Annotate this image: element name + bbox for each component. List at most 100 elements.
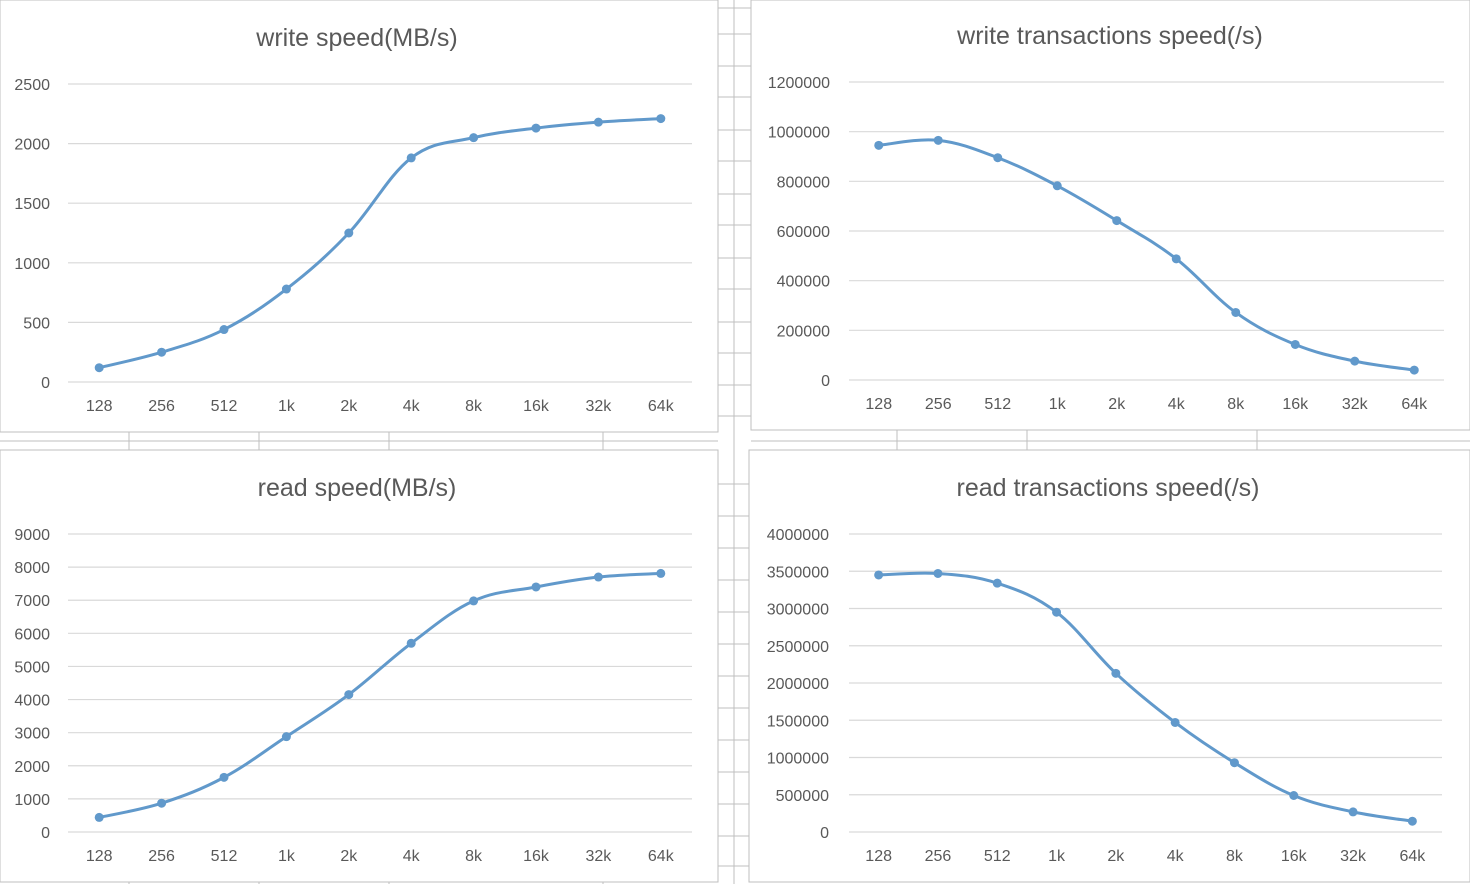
data-point[interactable] — [344, 228, 354, 238]
x-tick-label: 64k — [1401, 396, 1428, 413]
data-point[interactable] — [1350, 356, 1360, 366]
y-tick-label: 4000 — [14, 693, 50, 710]
data-point[interactable] — [1409, 365, 1419, 375]
data-point[interactable] — [219, 772, 229, 782]
x-tick-label: 8k — [1226, 848, 1244, 865]
x-tick-label: 256 — [925, 848, 952, 865]
data-point[interactable] — [531, 582, 541, 592]
y-tick-label: 2000000 — [767, 676, 829, 693]
x-tick-label: 16k — [523, 848, 550, 865]
data-point[interactable] — [344, 690, 354, 700]
series-line — [98, 571, 661, 819]
y-tick-label: 5000 — [14, 659, 50, 676]
x-tick-label: 8k — [1227, 396, 1245, 413]
chart-write-speed[interactable]: write speed(MB/s) 0 500 1000 1500 2000 2500 12… — [0, 0, 719, 433]
series-line — [878, 571, 1413, 823]
x-tick-label: 8k — [465, 848, 483, 865]
y-tick-label: 4000000 — [767, 527, 829, 544]
data-point[interactable] — [1171, 254, 1181, 264]
x-tick-label: 2k — [340, 848, 358, 865]
x-tick-label: 128 — [865, 848, 892, 865]
data-point[interactable] — [1111, 668, 1121, 678]
data-point[interactable] — [469, 596, 479, 606]
data-point[interactable] — [1231, 307, 1241, 317]
y-tick-label: 0 — [820, 825, 829, 842]
x-tick-label: 64k — [648, 398, 675, 415]
x-tick-label: 2k — [340, 398, 358, 415]
data-point[interactable] — [1229, 758, 1239, 768]
x-tick-label: 32k — [586, 848, 613, 865]
x-tick-label: 512 — [984, 848, 1011, 865]
x-tick-label: 4k — [1167, 848, 1185, 865]
data-point[interactable] — [1170, 717, 1180, 727]
data-point[interactable] — [219, 325, 229, 335]
data-point[interactable] — [1052, 181, 1062, 191]
data-point[interactable] — [993, 153, 1003, 163]
x-tick-label: 16k — [1281, 848, 1308, 865]
data-point[interactable] — [469, 133, 479, 143]
x-tick-label: 64k — [1399, 848, 1426, 865]
chart-write-transactions-speed[interactable]: write transactions speed(/s) 0 200000 4000… — [750, 0, 1470, 431]
x-tick-label: 128 — [86, 848, 113, 865]
y-tick-label: 1000000 — [768, 125, 830, 142]
data-point[interactable] — [874, 570, 884, 580]
data-point[interactable] — [593, 572, 603, 582]
data-point[interactable] — [1290, 339, 1300, 349]
y-tick-label: 0 — [41, 375, 50, 392]
chart-title: write speed(MB/s) — [255, 24, 457, 52]
data-point[interactable] — [1289, 790, 1299, 800]
x-tick-label: 4k — [1168, 396, 1186, 413]
chart-title: write transactions speed(/s) — [956, 22, 1263, 50]
data-point[interactable] — [157, 798, 167, 808]
data-point[interactable] — [406, 153, 416, 163]
data-point[interactable] — [656, 114, 666, 124]
data-point[interactable] — [933, 568, 943, 578]
data-point[interactable] — [531, 123, 541, 133]
y-tick-label: 400000 — [777, 274, 830, 291]
y-tick-label: 2000 — [14, 759, 50, 776]
y-tick-label: 1500 — [14, 196, 50, 213]
x-tick-label: 128 — [86, 398, 113, 415]
y-tick-label: 6000 — [14, 626, 50, 643]
data-point[interactable] — [281, 732, 291, 742]
chart-title: read transactions speed(/s) — [957, 474, 1260, 502]
y-tick-label: 500 — [23, 315, 50, 332]
y-tick-label: 0 — [41, 825, 50, 842]
chart-area — [0, 0, 719, 433]
x-tick-label: 32k — [1340, 848, 1367, 865]
series-line — [98, 117, 661, 370]
x-tick-label: 16k — [523, 398, 550, 415]
data-point[interactable] — [94, 812, 104, 822]
y-tick-label: 9000 — [14, 527, 50, 544]
y-tick-label: 1200000 — [768, 75, 830, 92]
data-point[interactable] — [1052, 607, 1062, 617]
x-tick-label: 8k — [465, 398, 483, 415]
data-point[interactable] — [281, 284, 291, 294]
data-point[interactable] — [933, 135, 943, 145]
y-tick-label: 500000 — [776, 788, 829, 805]
data-point[interactable] — [157, 347, 167, 357]
y-tick-label: 1500000 — [767, 713, 829, 730]
data-point[interactable] — [656, 568, 666, 578]
data-point[interactable] — [406, 638, 416, 648]
data-point[interactable] — [1348, 807, 1358, 817]
y-tick-label: 2500000 — [767, 639, 829, 656]
x-tick-label: 512 — [984, 396, 1011, 413]
y-tick-label: 200000 — [777, 323, 830, 340]
chart-read-speed[interactable]: read speed(MB/s) 0 1000 2000 3000 4000 5000 60… — [0, 449, 719, 883]
x-tick-label: 1k — [1049, 396, 1067, 413]
x-tick-label: 256 — [148, 848, 175, 865]
x-tick-label: 4k — [403, 398, 421, 415]
data-point[interactable] — [1407, 816, 1417, 826]
x-tick-label: 2k — [1107, 848, 1125, 865]
y-tick-label: 1000 — [14, 792, 50, 809]
data-point[interactable] — [992, 578, 1002, 588]
chart-read-transactions-speed[interactable]: read transactions speed(/s) 0 500000 10000… — [748, 449, 1470, 883]
x-tick-label: 4k — [403, 848, 421, 865]
data-point[interactable] — [593, 117, 603, 127]
x-tick-label: 32k — [586, 398, 613, 415]
data-point[interactable] — [874, 140, 884, 150]
data-point[interactable] — [1112, 216, 1122, 226]
data-point[interactable] — [94, 363, 104, 373]
y-tick-label: 0 — [821, 373, 830, 390]
